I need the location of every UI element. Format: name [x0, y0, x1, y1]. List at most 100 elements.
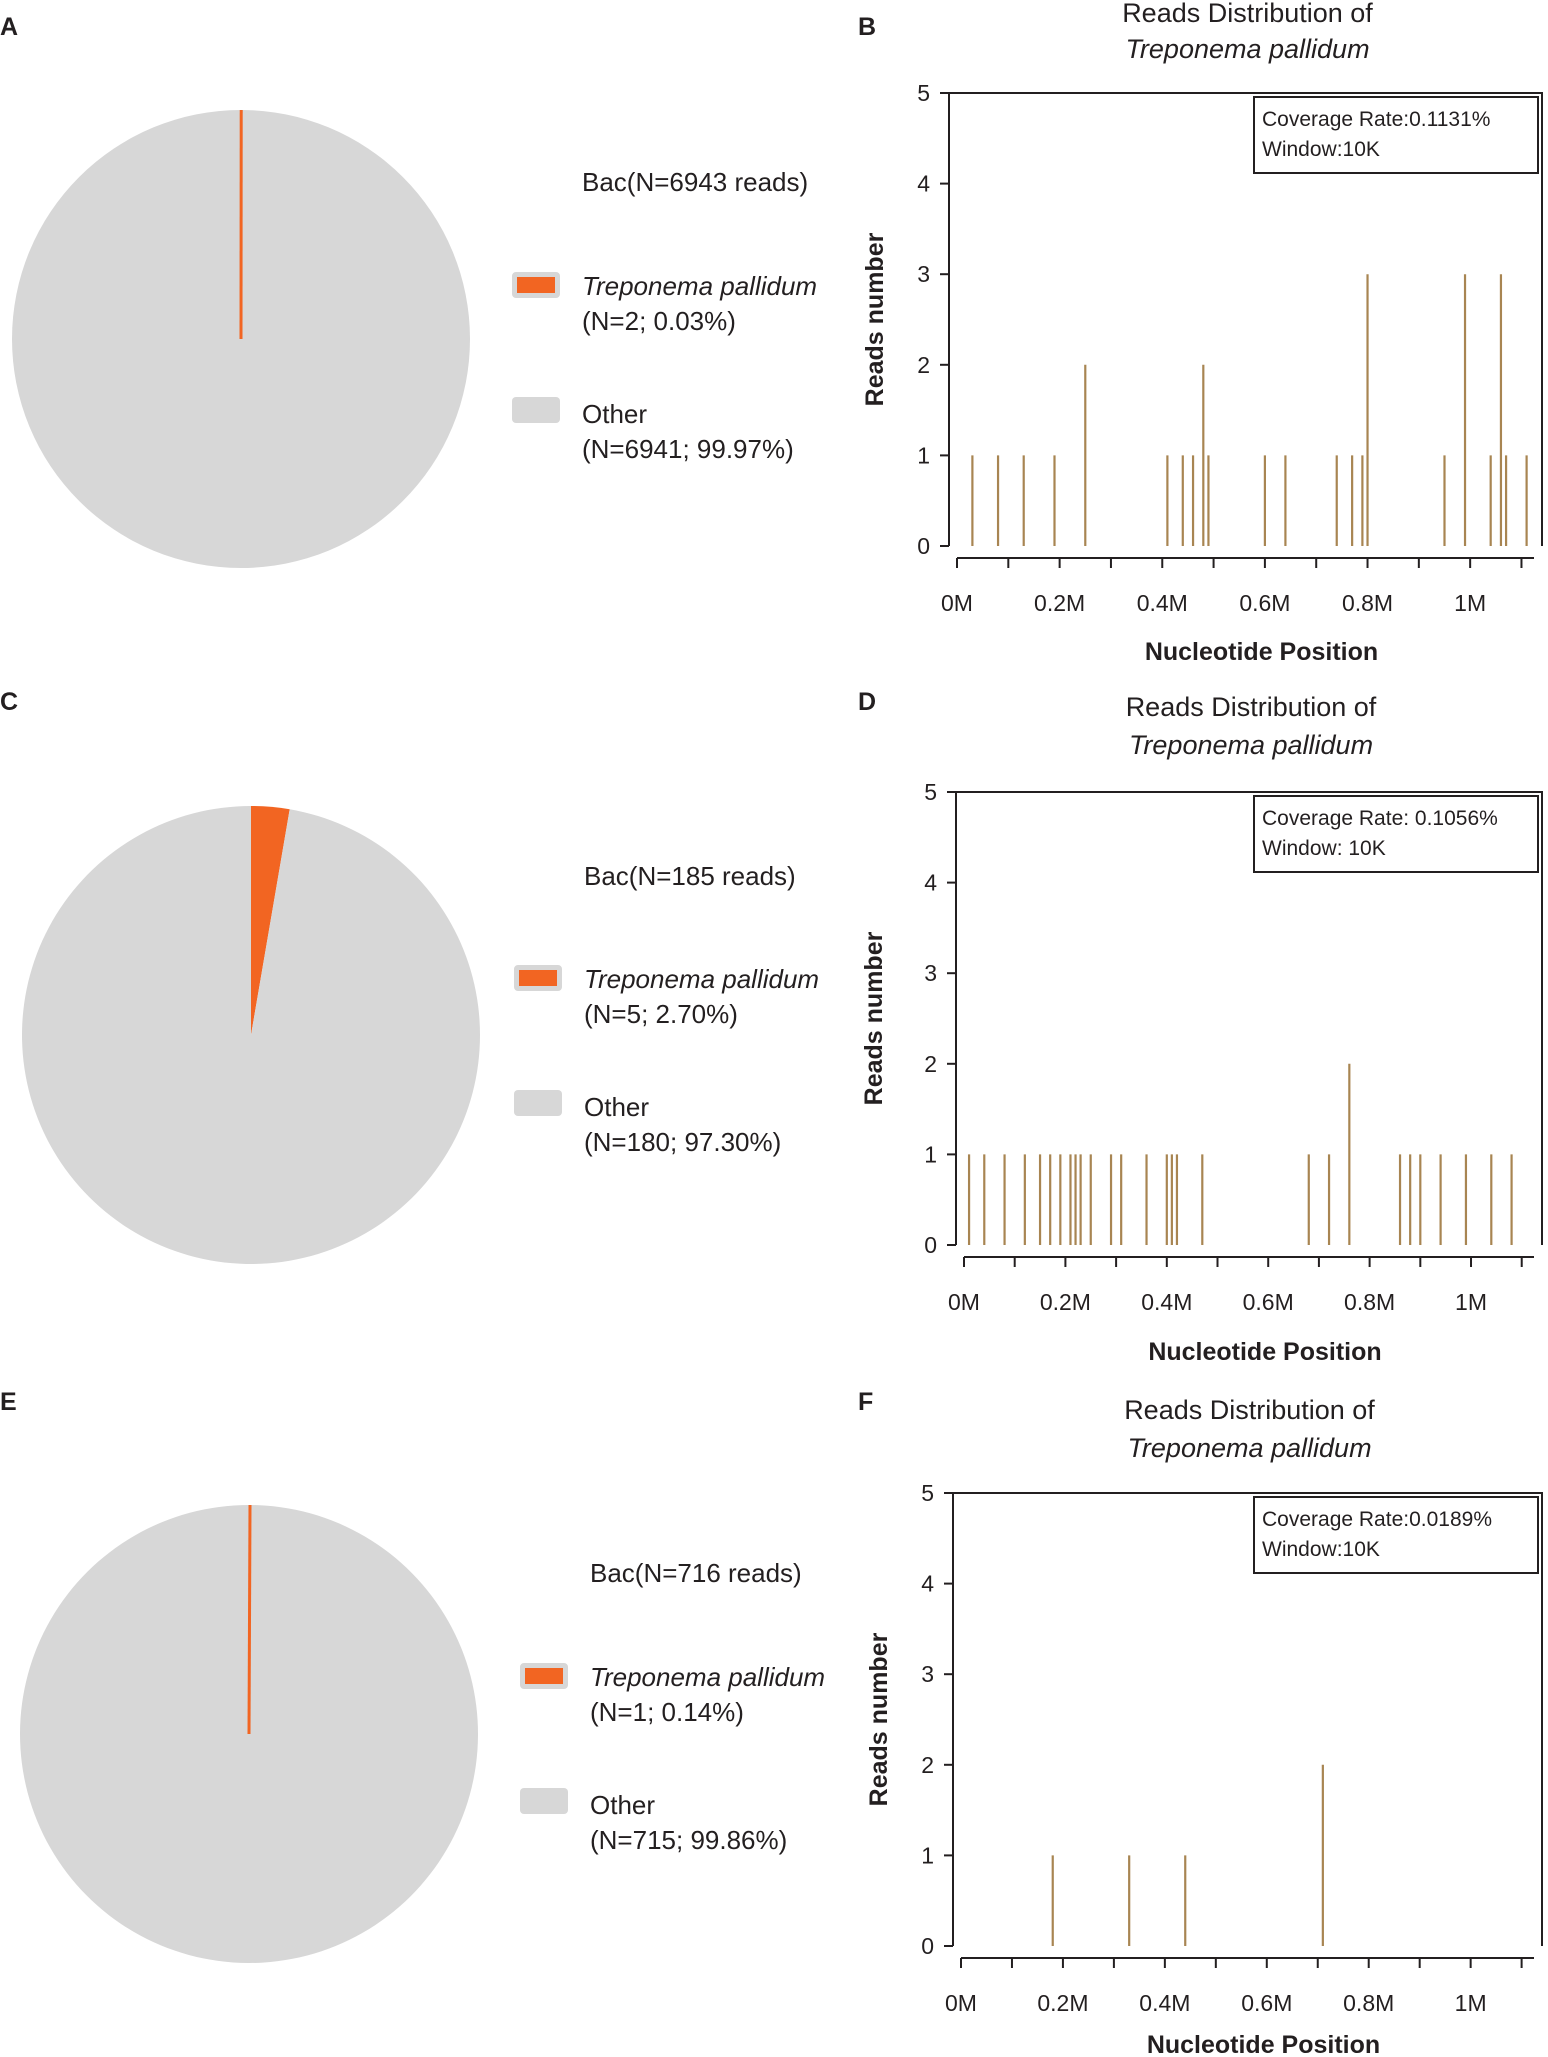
pie-chart-a — [12, 109, 470, 568]
legend-detail: (N=1; 0.14%) — [590, 1697, 744, 1727]
legend-swatch-other — [520, 1788, 568, 1814]
legend-detail: (N=715; 99.86%) — [590, 1825, 788, 1855]
y-tick-label: 4 — [924, 870, 937, 896]
x-tick-label: 0M — [941, 590, 973, 616]
chart-subtitle: Treponema pallidum — [1125, 34, 1369, 64]
y-tick-label: 1 — [917, 442, 930, 468]
y-tick-label: 3 — [924, 960, 937, 986]
y-tick-label: 2 — [924, 1051, 937, 1077]
annotation-line: Coverage Rate:0.0189% — [1262, 1508, 1492, 1531]
chart-title: Reads Distribution of — [1122, 0, 1373, 28]
pie-slice-other — [22, 806, 481, 1264]
x-tick-label: 0.8M — [1343, 1990, 1394, 2016]
panel-label-a: A — [0, 13, 19, 41]
y-tick-label: 5 — [921, 1480, 934, 1506]
x-tick-label: 0.6M — [1239, 590, 1290, 616]
legend-e: Bac(N=716 reads) Treponema pallidum (N=1… — [520, 1556, 880, 1876]
x-tick-label: 1M — [1455, 1990, 1487, 2016]
y-tick-label: 1 — [924, 1141, 937, 1167]
legend-swatch-treponema — [514, 965, 562, 991]
pie-slice-other — [19, 1505, 478, 1963]
annotation-box — [1253, 795, 1539, 873]
pie-chart-e — [19, 1504, 478, 1963]
x-tick-label: 1M — [1454, 590, 1486, 616]
plot-frame — [956, 791, 1543, 1245]
y-tick-label: 4 — [921, 1571, 934, 1597]
panel-label-c: C — [0, 688, 19, 716]
x-tick-label: 1M — [1455, 1289, 1487, 1315]
y-tick-label: 2 — [917, 352, 930, 378]
x-tick-label: 0M — [945, 1990, 977, 2016]
panel-label-f: F — [858, 1388, 874, 1416]
y-tick-label: 0 — [921, 1933, 934, 1959]
y-tick-label: 2 — [921, 1752, 934, 1778]
annotation-line: Window:10K — [1262, 138, 1380, 161]
panel-label-d: D — [858, 688, 877, 716]
chart-subtitle: Treponema pallidum — [1127, 1433, 1371, 1463]
y-tick-label: 4 — [917, 171, 930, 197]
panel-label-b: B — [858, 13, 877, 41]
x-axis-label: Nucleotide Position — [1147, 2031, 1380, 2057]
annotation-line: Window: 10K — [1262, 837, 1386, 860]
pie-slice-treponema-thin — [247, 1504, 252, 1735]
chart-title: Reads Distribution of — [1126, 692, 1377, 722]
x-tick-label: 0.8M — [1342, 590, 1393, 616]
annotation-box — [1253, 1496, 1539, 1574]
pie-total-label: Bac(N=185 reads) — [584, 861, 796, 891]
bar-chart-b: Reads Distribution of Treponema pallidum 0… — [861, 0, 1543, 666]
legend-name: Other — [582, 399, 648, 429]
bar-chart-d: Reads Distribution of Treponema pallidum 0… — [860, 692, 1543, 1366]
legend-a: Bac(N=6943 reads) Treponema pallidum (N=… — [512, 165, 872, 485]
legend-detail: (N=5; 2.70%) — [584, 999, 738, 1029]
legend-swatch-treponema — [520, 1663, 568, 1689]
chart-subtitle: Treponema pallidum — [1129, 730, 1373, 760]
y-tick-label: 0 — [917, 533, 930, 559]
annotation-line: Coverage Rate:0.1131% — [1262, 108, 1490, 131]
x-tick-label: 0.6M — [1243, 1289, 1294, 1315]
legend-name: Other — [590, 1790, 656, 1820]
plot-frame — [949, 92, 1543, 546]
x-tick-label: 0.8M — [1344, 1289, 1395, 1315]
y-tick-label: 5 — [924, 779, 937, 805]
x-tick-label: 0.4M — [1139, 1990, 1190, 2016]
legend-detail: (N=180; 97.30%) — [584, 1127, 782, 1157]
legend-detail: (N=6941; 99.97%) — [582, 434, 794, 464]
legend-swatch-treponema — [512, 272, 560, 298]
x-tick-label: 0.4M — [1141, 1289, 1192, 1315]
annotation-line: Window:10K — [1262, 1538, 1380, 1561]
legend-swatch-other — [514, 1090, 562, 1116]
panel-label-e: E — [0, 1388, 17, 1416]
x-tick-label: 0M — [948, 1289, 980, 1315]
legend-swatch-other — [512, 397, 560, 423]
legend-name: Treponema pallidum — [584, 964, 820, 994]
y-tick-label: 3 — [921, 1661, 934, 1687]
y-tick-label: 3 — [917, 261, 930, 287]
x-tick-label: 0.2M — [1034, 590, 1085, 616]
annotation-box — [1253, 96, 1539, 174]
y-tick-label: 0 — [924, 1232, 937, 1258]
y-axis-label: Reads number — [861, 232, 889, 406]
legend-name: Treponema pallidum — [590, 1662, 826, 1692]
chart-title: Reads Distribution of — [1124, 1395, 1375, 1425]
legend-name: Other — [584, 1092, 650, 1122]
annotation-line: Coverage Rate: 0.1056% — [1262, 807, 1498, 830]
x-tick-label: 0.2M — [1040, 1289, 1091, 1315]
x-axis-label: Nucleotide Position — [1145, 638, 1378, 666]
legend-detail: (N=2; 0.03%) — [582, 306, 736, 336]
y-axis-label: Reads number — [860, 931, 888, 1105]
x-tick-label: 0.4M — [1137, 590, 1188, 616]
pie-chart-c — [22, 806, 481, 1264]
y-tick-label: 1 — [921, 1842, 934, 1868]
pie-total-label: Bac(N=6943 reads) — [582, 167, 809, 197]
legend-c: Bac(N=185 reads) Treponema pallidum (N=5… — [514, 859, 874, 1179]
x-axis-label: Nucleotide Position — [1148, 1338, 1381, 1366]
y-axis-label: Reads number — [865, 1632, 893, 1806]
x-tick-label: 0.6M — [1241, 1990, 1292, 2016]
plot-frame — [953, 1492, 1543, 1946]
bar-chart-f: Reads Distribution of Treponema pallidum 0… — [865, 1395, 1543, 2057]
pie-total-label: Bac(N=716 reads) — [590, 1558, 802, 1588]
y-tick-label: 5 — [917, 80, 930, 106]
x-tick-label: 0.2M — [1037, 1990, 1088, 2016]
legend-name: Treponema pallidum — [582, 271, 818, 301]
pie-slice-treponema — [251, 806, 290, 1035]
